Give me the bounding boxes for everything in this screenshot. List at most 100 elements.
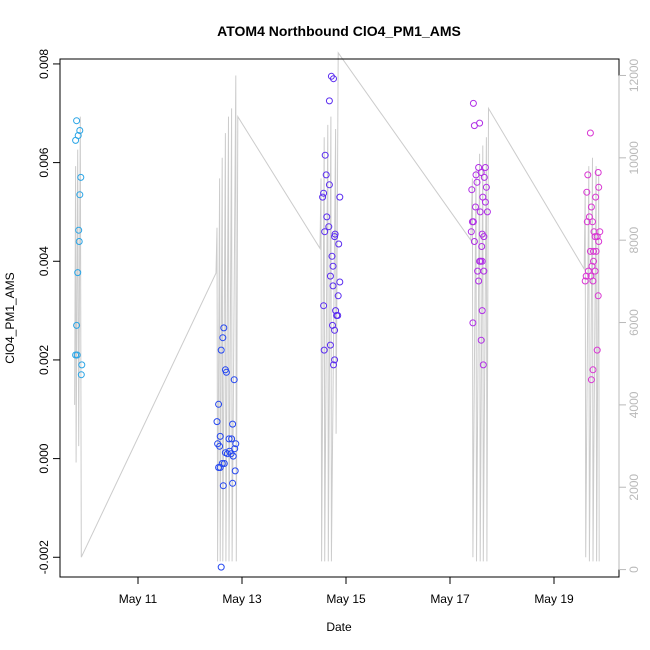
data-point	[321, 228, 329, 236]
secondary-series-layer	[74, 51, 600, 562]
data-point	[469, 99, 477, 107]
x-tick-label: May 17	[430, 592, 470, 606]
secondary-series-line	[74, 51, 600, 562]
y-tick-label: -0.002	[37, 540, 51, 574]
data-point	[583, 188, 591, 196]
data-point	[584, 171, 592, 179]
data-point	[475, 277, 483, 285]
data-point	[591, 267, 599, 275]
data-point	[73, 117, 81, 125]
data-point	[323, 213, 331, 221]
data-point	[230, 376, 238, 384]
data-point	[595, 238, 603, 245]
data-point	[590, 247, 597, 255]
data-point	[331, 326, 339, 334]
data-point	[320, 302, 328, 310]
data-point	[583, 218, 591, 226]
x-axis: May 11 May 13 May 15 May 17 May 19	[119, 577, 574, 606]
y2-tick-label: 4000	[627, 391, 641, 418]
data-point	[333, 312, 341, 319]
data-point	[334, 292, 342, 300]
data-point	[476, 257, 484, 265]
x-tick-label: May 15	[326, 592, 366, 606]
data-point	[468, 218, 476, 226]
y-axis-label: ClO4_PM1_AMS	[3, 272, 17, 363]
data-point	[473, 178, 481, 186]
data-point	[594, 292, 602, 300]
data-point	[589, 277, 597, 285]
data-point	[231, 467, 239, 475]
data-point	[477, 336, 485, 344]
data-point	[595, 183, 603, 191]
data-point	[326, 272, 334, 280]
data-point	[73, 351, 81, 359]
data-point	[330, 75, 337, 83]
data-point	[217, 346, 225, 354]
y2-tick-label: 12000	[627, 58, 641, 92]
data-point	[215, 400, 223, 408]
data-point	[74, 132, 82, 139]
data-point	[481, 164, 489, 171]
data-point	[593, 233, 601, 241]
data-point	[232, 440, 240, 448]
data-point	[588, 262, 596, 270]
data-point	[328, 252, 336, 260]
data-point	[329, 282, 337, 290]
data-point	[470, 238, 478, 245]
data-point	[478, 257, 486, 265]
data-point	[219, 482, 227, 490]
data-point	[469, 319, 477, 327]
data-point	[216, 432, 224, 440]
data-point	[213, 418, 221, 426]
data-point	[320, 189, 328, 197]
y-tick-label: 0.004	[37, 246, 51, 276]
data-point	[589, 218, 596, 226]
data-point	[336, 193, 344, 201]
data-point	[480, 173, 488, 181]
y-axis-right: 0 2000 4000 6000 8000 10000 12000	[618, 58, 641, 573]
y2-tick-label: 6000	[627, 309, 641, 336]
data-point	[335, 240, 343, 248]
data-point	[222, 368, 230, 376]
data-point	[217, 563, 225, 571]
data-point	[320, 346, 328, 354]
data-point	[331, 230, 339, 238]
data-point	[590, 257, 597, 265]
data-point	[587, 376, 595, 384]
x-tick-label: May 19	[534, 592, 574, 606]
data-point	[480, 267, 488, 275]
data-point	[78, 361, 86, 369]
data-point	[477, 169, 485, 176]
x-axis-label: Date	[326, 620, 352, 634]
data-point	[468, 186, 476, 194]
data-point	[582, 272, 590, 280]
data-point	[581, 277, 589, 285]
data-point	[325, 223, 333, 231]
data-point	[587, 203, 595, 211]
data-point	[593, 346, 601, 354]
data-point	[76, 191, 84, 199]
chart-title: ATOM4 Northbound ClO4_PM1_AMS	[217, 23, 461, 39]
data-point	[594, 169, 602, 176]
data-point	[216, 442, 224, 450]
data-point	[228, 435, 236, 443]
data-point	[336, 278, 344, 286]
data-point	[322, 171, 330, 179]
data-point	[482, 183, 490, 191]
y2-tick-label: 8000	[627, 227, 641, 254]
data-point	[75, 238, 83, 245]
data-point	[479, 361, 487, 369]
data-point	[76, 127, 84, 134]
data-point	[330, 361, 337, 369]
y-axis-left: -0.002 0.000 0.002 0.004 0.006 0.008	[37, 49, 60, 574]
data-point	[325, 97, 333, 105]
data-point	[476, 119, 484, 127]
data-point	[331, 233, 339, 241]
data-point	[77, 371, 85, 379]
data-point	[319, 193, 327, 201]
data-point	[229, 479, 237, 487]
data-point	[74, 269, 82, 277]
x-tick-label: May 13	[222, 592, 262, 606]
data-point	[77, 173, 85, 181]
data-point	[220, 460, 228, 467]
